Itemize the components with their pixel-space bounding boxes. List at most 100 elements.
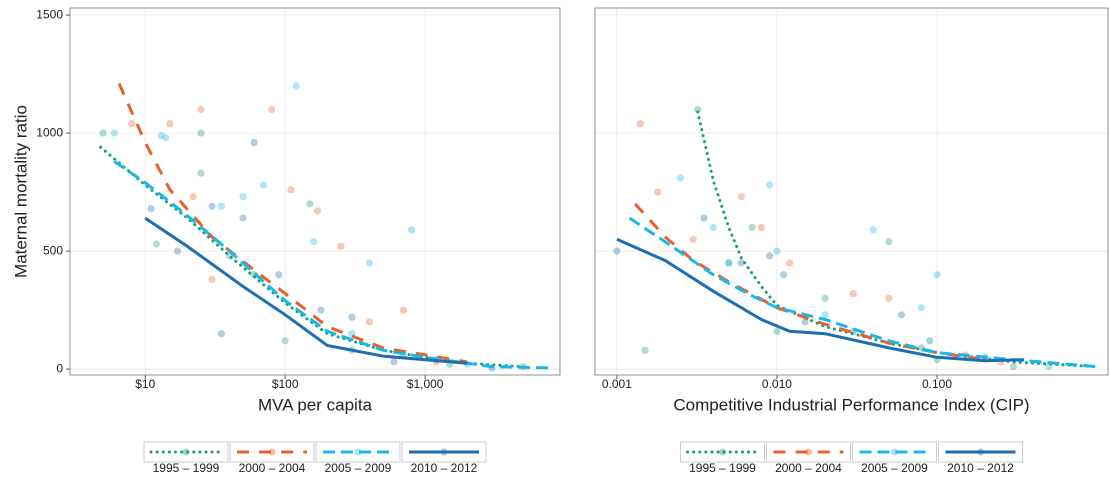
- legend-dot: [354, 448, 362, 456]
- x-tick-label: 0.100: [922, 377, 952, 391]
- legend-key: [315, 441, 401, 463]
- scatter-point: [217, 330, 225, 338]
- legend-key: [143, 441, 229, 463]
- legend-dot: [805, 448, 812, 456]
- scatter-point: [897, 311, 906, 319]
- scatter-point: [128, 120, 136, 128]
- y-axis-title: Maternal mortality ratio: [11, 105, 30, 278]
- scatter-point: [1009, 363, 1017, 371]
- legend-key: [229, 441, 315, 463]
- scatter-point: [337, 242, 345, 250]
- scatter-point: [676, 174, 685, 182]
- trend-line: [117, 82, 468, 364]
- scatter-point: [157, 131, 165, 140]
- scatter-point: [365, 318, 374, 326]
- legend-dot: [719, 448, 726, 456]
- scatter-point: [779, 271, 788, 279]
- scatter-point: [766, 252, 774, 260]
- scatter-point: [313, 207, 322, 215]
- scatter-point: [821, 294, 829, 302]
- scatter-point: [766, 181, 774, 189]
- scatter-point: [926, 337, 934, 345]
- scatter-point: [110, 129, 118, 137]
- legend-dot: [891, 448, 898, 456]
- scatter-point: [197, 169, 205, 177]
- scatter-point: [641, 346, 649, 354]
- scatter-point: [725, 259, 733, 267]
- scatter-point: [748, 223, 756, 232]
- scatter-point: [208, 202, 216, 210]
- y-tick-label: 1000: [36, 125, 63, 139]
- scatter-point: [208, 275, 216, 284]
- scatter-point: [821, 311, 829, 319]
- legend-key: [680, 441, 765, 463]
- scatter-point: [786, 259, 794, 267]
- scatter-point: [885, 238, 893, 246]
- y-tick-label: 500: [43, 243, 63, 257]
- scatter-point: [287, 186, 295, 194]
- y-tick-label: 1500: [36, 7, 63, 21]
- scatter-point: [306, 200, 314, 208]
- legend-key: [766, 441, 851, 463]
- x-tick-label: $100: [272, 377, 299, 391]
- plot-background: [70, 8, 560, 375]
- scatter-point: [773, 327, 781, 335]
- scatter-point: [849, 289, 857, 298]
- legend-dot: [977, 448, 984, 456]
- legend-label: 1995 – 1999: [689, 461, 756, 475]
- scatter-point: [173, 247, 182, 255]
- plot-border: [594, 7, 1109, 376]
- scatter-point: [737, 259, 746, 267]
- scatter-point: [399, 306, 408, 314]
- trend-line: [113, 160, 552, 370]
- scatter-point: [281, 337, 289, 345]
- x-tick-label: 0.001: [602, 377, 632, 391]
- x-axis-title: MVA per capita: [258, 395, 373, 414]
- scatter-point: [917, 304, 926, 312]
- scatter-point: [700, 214, 708, 222]
- scatter-point: [162, 134, 170, 142]
- scatter-point: [885, 294, 893, 302]
- scatter-point: [654, 188, 662, 196]
- plot-background: [595, 8, 1108, 375]
- scatter-point: [773, 247, 781, 255]
- x-tick-label: $1,000: [407, 377, 444, 391]
- scatter-point: [147, 205, 155, 213]
- scatter-point: [348, 313, 356, 321]
- legend-label: 2005 – 2009: [861, 461, 928, 475]
- scatter-point: [250, 138, 258, 147]
- trend-line: [144, 216, 468, 365]
- scatter-point: [801, 318, 809, 326]
- scatter-point: [689, 235, 697, 243]
- legend-key: [852, 441, 937, 463]
- legend-label: 2010 – 2012: [411, 461, 478, 475]
- scatter-point: [310, 238, 318, 246]
- scatter-point: [725, 259, 733, 267]
- scatter-point: [390, 358, 398, 366]
- legend-label: 2010 – 2012: [947, 461, 1014, 475]
- scatter-point: [197, 105, 205, 114]
- legend-label: 2000 – 2004: [239, 461, 306, 475]
- legend-label: 1995 – 1999: [153, 461, 220, 475]
- scatter-point: [239, 214, 247, 222]
- scatter-point: [933, 271, 941, 279]
- scatter-point: [239, 193, 247, 201]
- scatter-point: [292, 82, 300, 90]
- scatter-point: [268, 105, 276, 114]
- scatter-point: [259, 181, 268, 189]
- legend-label: 2005 – 2009: [325, 461, 392, 475]
- plot-border: [69, 7, 561, 376]
- scatter-point: [275, 271, 283, 279]
- scatter-point: [317, 306, 325, 314]
- trend-line: [616, 237, 1025, 363]
- scatter-point: [613, 247, 621, 255]
- scatter-point: [709, 223, 717, 232]
- trend-line: [696, 110, 1099, 369]
- scatter-point: [365, 259, 374, 267]
- x-axis-title: Competitive Industrial Performance Index…: [673, 395, 1029, 414]
- scatter-point: [407, 226, 416, 234]
- y-tick-label: 0: [56, 361, 63, 375]
- legend-dot: [182, 448, 190, 456]
- scatter-point: [869, 226, 877, 234]
